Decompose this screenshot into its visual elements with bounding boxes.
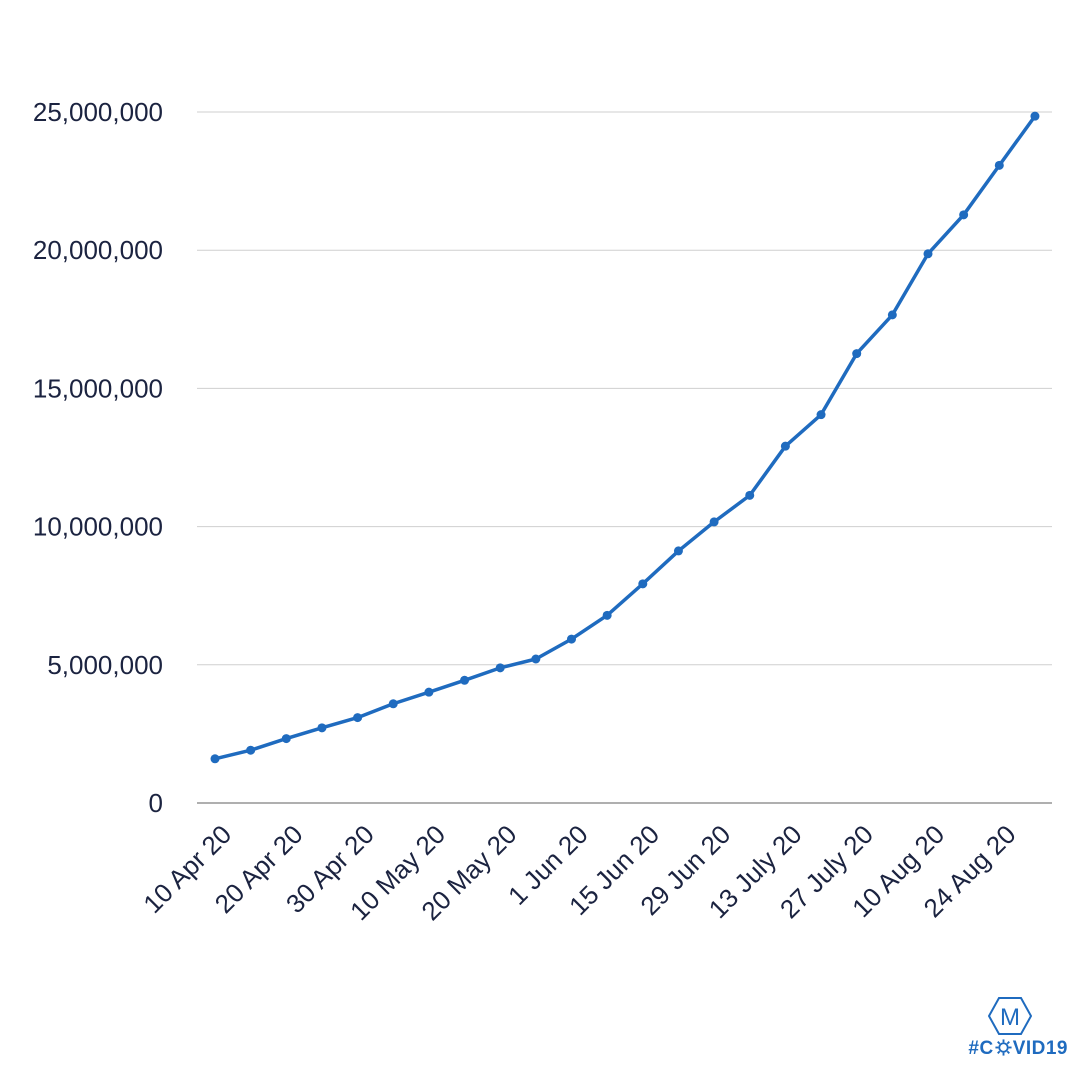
- brand-badge: M #C VID19: [968, 996, 1068, 1068]
- logo-letter: M: [1000, 1004, 1020, 1031]
- data-point: [780, 441, 790, 451]
- y-axis-tick-labels: 0 5,000,000 10,000,000 15,000,000 20,000,000…: [33, 97, 163, 818]
- series-layer: [210, 111, 1040, 764]
- data-point: [709, 517, 719, 527]
- hashtag-suffix: VID19: [1012, 1038, 1068, 1059]
- data-point: [638, 579, 648, 589]
- y-tick-label: 15,000,000: [33, 373, 163, 403]
- y-tick-label: 25,000,000: [33, 97, 163, 127]
- data-point: [1030, 111, 1040, 121]
- data-point: [602, 610, 612, 620]
- data-point: [460, 675, 470, 685]
- m-logo-hexagon-icon: M: [988, 997, 1032, 1035]
- data-point: [210, 754, 220, 764]
- data-point: [495, 663, 505, 673]
- data-point: [816, 410, 826, 420]
- y-tick-label: 10,000,000: [33, 512, 163, 542]
- data-point: [317, 723, 327, 733]
- data-point: [852, 349, 862, 359]
- virus-icon: [995, 1039, 1012, 1056]
- data-point: [959, 210, 969, 220]
- hashtag-prefix: #C: [968, 1038, 994, 1059]
- data-point: [424, 687, 434, 697]
- data-point: [281, 734, 291, 744]
- y-tick-label: 20,000,000: [33, 235, 163, 265]
- data-point: [745, 490, 755, 500]
- y-tick-label: 0: [149, 788, 163, 818]
- data-point: [673, 546, 683, 556]
- data-point: [353, 713, 363, 723]
- series-line: [213, 114, 1037, 761]
- data-point: [388, 699, 398, 709]
- gridlines: [197, 111, 1052, 666]
- data-point: [923, 249, 933, 259]
- data-point: [246, 745, 256, 755]
- data-point: [531, 654, 541, 664]
- data-point: [567, 634, 576, 644]
- data-point: [887, 310, 897, 320]
- data-point: [994, 160, 1004, 170]
- y-tick-label: 5,000,000: [47, 650, 163, 680]
- covid19-hashtag: #C VID19: [968, 1038, 1068, 1060]
